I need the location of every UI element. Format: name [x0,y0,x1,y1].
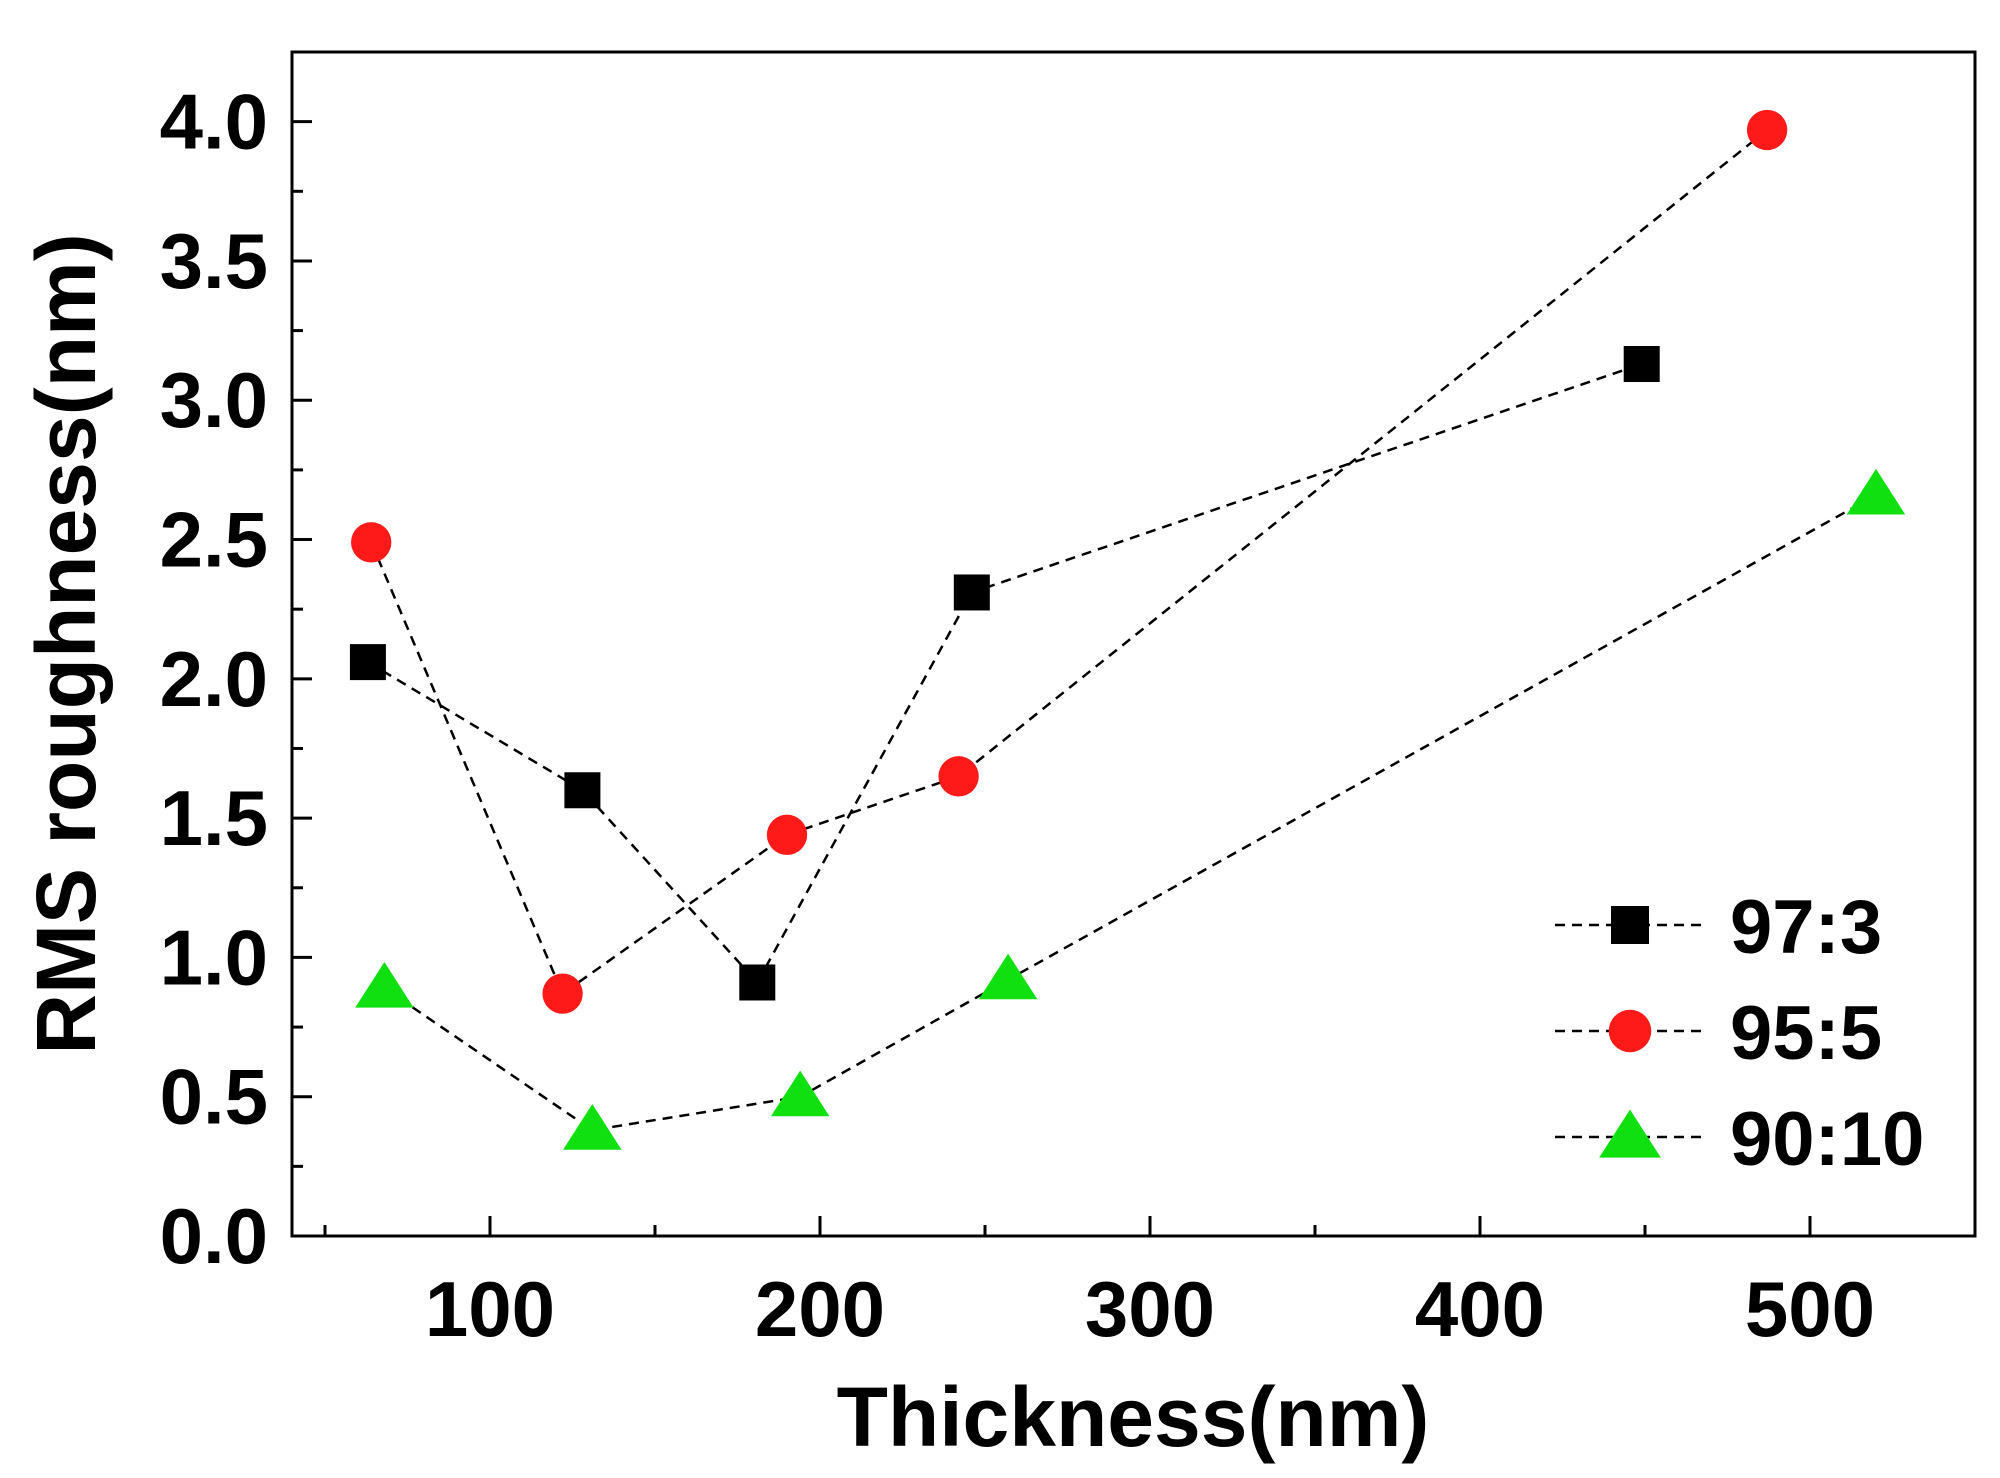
y-tick-label: 1.0 [160,913,268,1001]
x-tick-label: 300 [1085,1265,1215,1353]
legend: 97:3 95:5 90:10 [1555,885,1924,1182]
data-point-circle [766,814,808,855]
data-point-square [349,644,386,681]
axis-ticks [292,120,1812,1238]
legend-label: 90:10 [1730,1097,1924,1182]
y-tick-label: 3.0 [160,356,268,444]
tick-labels: 100 200 300 400 500 0.0 0.5 1.0 1.5 2.0 2.5 3.0 3.5 4… [160,78,1876,1353]
data-point-square [953,574,990,611]
y-tick-label: 1.5 [160,774,268,862]
x-tick-label: 200 [755,1265,885,1353]
data-point-circle [1746,109,1788,151]
x-tick-label: 400 [1415,1265,1545,1353]
data-point-square [739,964,776,1001]
data-point-circle [542,973,583,1014]
series-line-90-10 [383,493,1877,1132]
legend-label: 97:3 [1730,885,1882,970]
y-tick-label: 2.5 [160,496,268,584]
x-tick-label: 500 [1745,1265,1875,1353]
series-line-97-3 [367,362,1643,985]
series-line-95-5 [370,129,1768,996]
x-tick-label: 100 [425,1265,555,1353]
legend-label: 95:5 [1730,991,1882,1076]
series-lines [367,129,1877,1132]
data-point-square [564,772,601,809]
y-tick-label: 0.5 [160,1053,268,1141]
data-point-triangle [355,961,414,1008]
legend-marker-square [1611,906,1649,944]
data-point-square [1623,346,1660,383]
y-tick-label: 2.0 [160,635,268,723]
data-point-triangle [770,1070,830,1117]
x-axis-title: Thickness(nm) [837,1370,1430,1464]
y-tick-label: 3.5 [160,217,268,305]
y-axis-title: RMS roughness(nm) [19,233,113,1054]
data-point-circle [351,522,392,563]
data-markers [349,109,1906,1150]
legend-marker-circle [1608,1009,1652,1053]
data-point-triangle [563,1104,622,1150]
y-tick-label: 0.0 [160,1192,268,1280]
plot-frame [290,50,1977,1238]
y-tick-label: 4.0 [160,78,268,166]
data-point-triangle [1846,468,1906,515]
data-point-triangle [978,953,1038,1000]
legend-marker-triangle [1599,1109,1661,1158]
data-point-circle [938,756,979,797]
